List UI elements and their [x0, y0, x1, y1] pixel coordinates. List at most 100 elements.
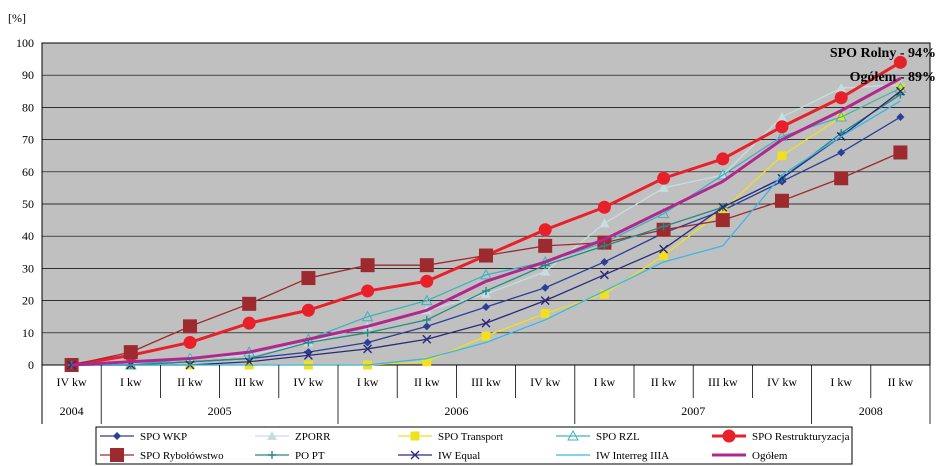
legend-label-og-em: Ogółem — [752, 450, 788, 462]
point-spo-rybo-wstwo — [123, 345, 138, 360]
x-tick-label: I kw — [357, 375, 379, 389]
x-tick-label: II kw — [888, 375, 914, 389]
legend-label-iw-interreg-iiia: IW Interreg IIIA — [596, 450, 669, 462]
legend-label-spo-rybo-wstwo: SPO Rybołówstwo — [140, 450, 224, 462]
y-tick-label: 30 — [22, 261, 34, 275]
point-spo-wkp — [896, 113, 905, 122]
point-iw-equal — [363, 344, 373, 354]
legend-label-spo-restrukturyzacja: SPO Restrukturyzacja — [752, 431, 850, 443]
point-iw-equal — [481, 318, 491, 328]
point-iw-equal — [718, 202, 728, 212]
legend-marker-spo-wkp — [113, 432, 121, 440]
point-spo-restrukturyzacja — [361, 284, 375, 298]
point-spo-wkp — [837, 148, 846, 157]
legend-marker-spo-restrukturyzacja — [722, 429, 736, 443]
point-spo-transport — [777, 151, 787, 161]
point-spo-restrukturyzacja — [301, 303, 315, 317]
y-tick-label: 80 — [22, 100, 34, 114]
y-tick-label: 70 — [22, 133, 34, 147]
y-tick-label: 40 — [22, 229, 34, 243]
legend: SPO WKP ZPORR SPO Transport SPO RZL SPO Rest… — [95, 426, 853, 465]
legend-marker-spo-rybo-wstwo — [110, 448, 124, 462]
point-spo-wkp — [482, 303, 490, 312]
point-spo-restrukturyzacja — [893, 55, 907, 69]
point-spo-restrukturyzacja — [834, 91, 848, 105]
x-tick-label: III kw — [234, 375, 264, 389]
point-po-pt — [482, 286, 490, 295]
year-label: 2007 — [681, 404, 705, 418]
x-tick-label: II kw — [414, 375, 440, 389]
point-spo-rybo-wstwo — [893, 145, 908, 160]
series-line-og-em — [71, 77, 902, 367]
y-tick-label: 60 — [22, 165, 34, 179]
point-iw-equal — [540, 296, 550, 306]
point-iw-equal — [303, 350, 313, 360]
legend-marker-spo-transport — [410, 431, 420, 441]
legend-marker-iw-equal — [410, 450, 420, 460]
x-tick-label: I kw — [594, 375, 616, 389]
point-po-pt — [600, 241, 609, 250]
series-lines — [64, 55, 908, 372]
point-spo-wkp — [422, 322, 431, 331]
point-spo-rybo-wstwo — [242, 296, 257, 311]
point-spo-rybo-wstwo — [538, 238, 553, 253]
year-label: 2005 — [208, 404, 232, 418]
y-tick-label: 20 — [22, 294, 34, 308]
x-axis-table: IV kw I kw II kw III kw IV kw I kw II kw III kw… — [41, 365, 931, 424]
legend-marker-po-pt — [268, 451, 276, 459]
point-spo-restrukturyzacja — [420, 274, 434, 288]
point-spo-rybo-wstwo — [715, 213, 730, 228]
point-spo-restrukturyzacja — [538, 223, 552, 237]
point-spo-wkp — [541, 283, 550, 292]
y-tick-label: 90 — [22, 68, 34, 82]
point-spo-rzl — [480, 268, 492, 280]
point-spo-rybo-wstwo — [360, 258, 375, 273]
point-iw-equal — [599, 270, 609, 280]
point-spo-wkp — [600, 257, 609, 266]
point-spo-restrukturyzacja — [775, 120, 789, 134]
legend-label-spo-wkp: SPO WKP — [140, 431, 187, 443]
point-spo-wkp — [363, 338, 372, 347]
point-spo-restrukturyzacja — [716, 152, 730, 166]
point-spo-rzl — [716, 168, 729, 180]
year-label: 2008 — [859, 404, 883, 418]
point-spo-rzl — [835, 111, 848, 122]
point-spo-rybo-wstwo — [775, 193, 789, 208]
point-spo-rzl — [361, 310, 374, 322]
point-spo-transport — [422, 357, 432, 367]
point-iw-equal — [659, 244, 669, 254]
x-tick-label: I kw — [120, 375, 142, 389]
y-tick-labels: 0 10 20 30 40 50 60 70 80 90 100 — [16, 36, 34, 372]
legend-label-po-pt: PO PT — [295, 450, 325, 462]
point-spo-rybo-wstwo — [419, 258, 434, 273]
x-tick-label: II kw — [177, 375, 203, 389]
point-spo-rybo-wstwo — [183, 319, 197, 334]
x-tick-label: IV kw — [767, 375, 797, 389]
point-po-pt — [422, 315, 431, 324]
x-tick-label: IV kw — [57, 375, 87, 389]
y-tick-label: 100 — [16, 36, 34, 50]
x-tick-label: III kw — [708, 375, 738, 389]
point-spo-restrukturyzacja — [657, 171, 671, 185]
point-spo-rybo-wstwo — [834, 171, 849, 186]
point-spo-transport — [599, 289, 609, 299]
x-tick-label: III kw — [471, 375, 501, 389]
x-tick-label: IV kw — [530, 375, 560, 389]
point-iw-equal — [777, 173, 787, 183]
y-axis-label: [%] — [8, 11, 26, 25]
y-tick-label: 0 — [28, 358, 34, 372]
legend-label-iw-equal: IW Equal — [438, 450, 480, 462]
legend-label-spo-transport: SPO Transport — [438, 431, 503, 443]
point-po-pt — [659, 222, 668, 231]
legend-marker-spo-rzl — [567, 429, 579, 441]
point-po-pt — [363, 328, 372, 337]
point-iw-equal — [422, 334, 432, 344]
legend-marker-zporr — [267, 431, 277, 440]
y-tick-label: 10 — [22, 326, 34, 340]
legend-label-spo-rzl: SPO RZL — [596, 431, 640, 443]
point-spo-restrukturyzacja — [183, 335, 197, 349]
point-spo-transport — [540, 308, 550, 318]
year-label: 2006 — [444, 404, 468, 418]
point-zporr — [599, 218, 610, 228]
